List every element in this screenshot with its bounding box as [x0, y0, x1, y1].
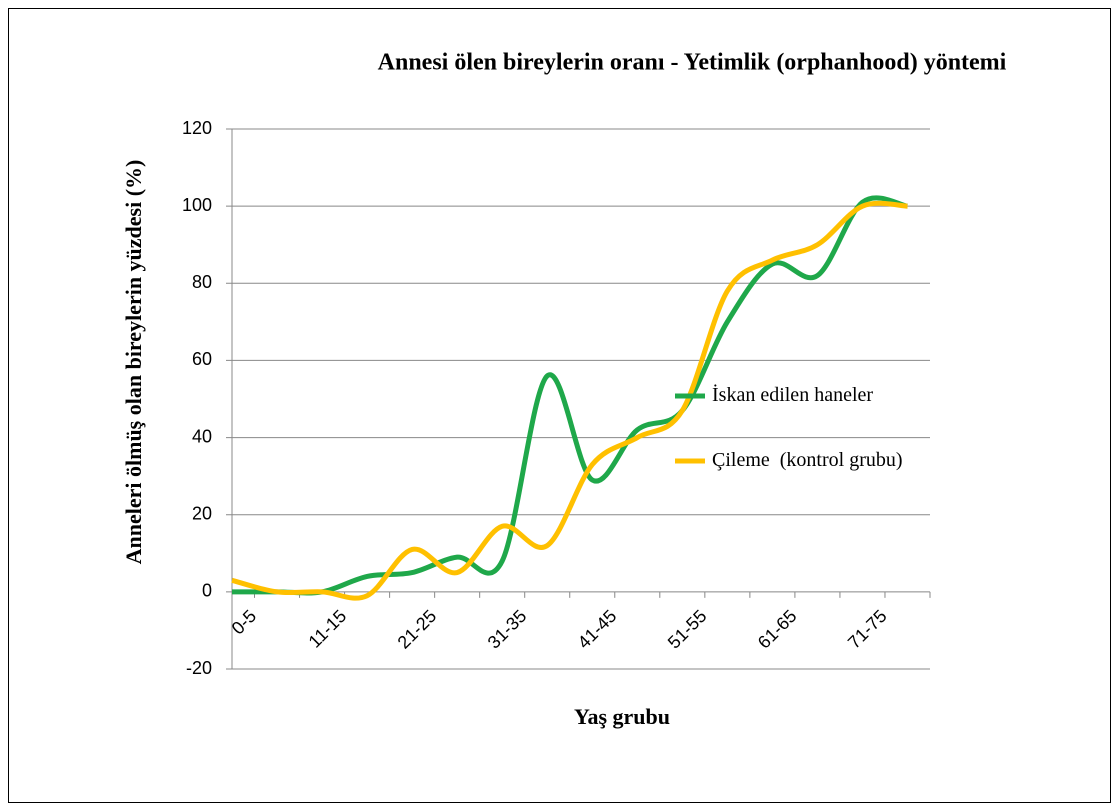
y-tick-label: 0	[202, 581, 212, 601]
y-tick-label: -20	[186, 658, 212, 678]
y-tick-label: 40	[192, 426, 212, 446]
y-tick-label: 120	[182, 118, 212, 138]
y-tick-label: 100	[182, 195, 212, 215]
y-tick-label: 60	[192, 349, 212, 369]
series-line	[231, 200, 908, 601]
x-tick-label: 31-35	[484, 606, 531, 653]
series-line	[231, 195, 909, 596]
x-tick-label: 61-65	[754, 606, 801, 653]
frame	[8, 8, 1111, 803]
x-tick-label: 11-15	[304, 606, 350, 652]
x-tick-label: 51-55	[664, 606, 711, 653]
x-tick-label: 21-25	[394, 606, 441, 653]
x-tick-label: 0-5	[228, 606, 261, 639]
x-tick-label: 71-75	[844, 606, 891, 653]
x-axis-title: Yaş grubu	[574, 704, 670, 729]
x-tick-label: 41-45	[574, 606, 621, 653]
y-tick-label: 20	[192, 503, 212, 523]
y-axis-title: Anneleri ölmüş olan bireylerin yüzdesi (…	[121, 160, 146, 565]
legend-label: İskan edilen haneler	[712, 384, 874, 406]
legend-label: Çileme (kontrol grubu)	[712, 449, 903, 471]
y-tick-label: 80	[192, 272, 212, 292]
chart-title: Annesi ölen bireylerin oranı - Yetimlik …	[378, 50, 1007, 76]
